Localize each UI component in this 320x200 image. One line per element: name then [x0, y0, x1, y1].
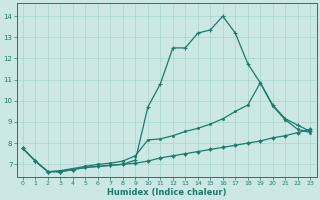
X-axis label: Humidex (Indice chaleur): Humidex (Indice chaleur): [107, 188, 226, 197]
